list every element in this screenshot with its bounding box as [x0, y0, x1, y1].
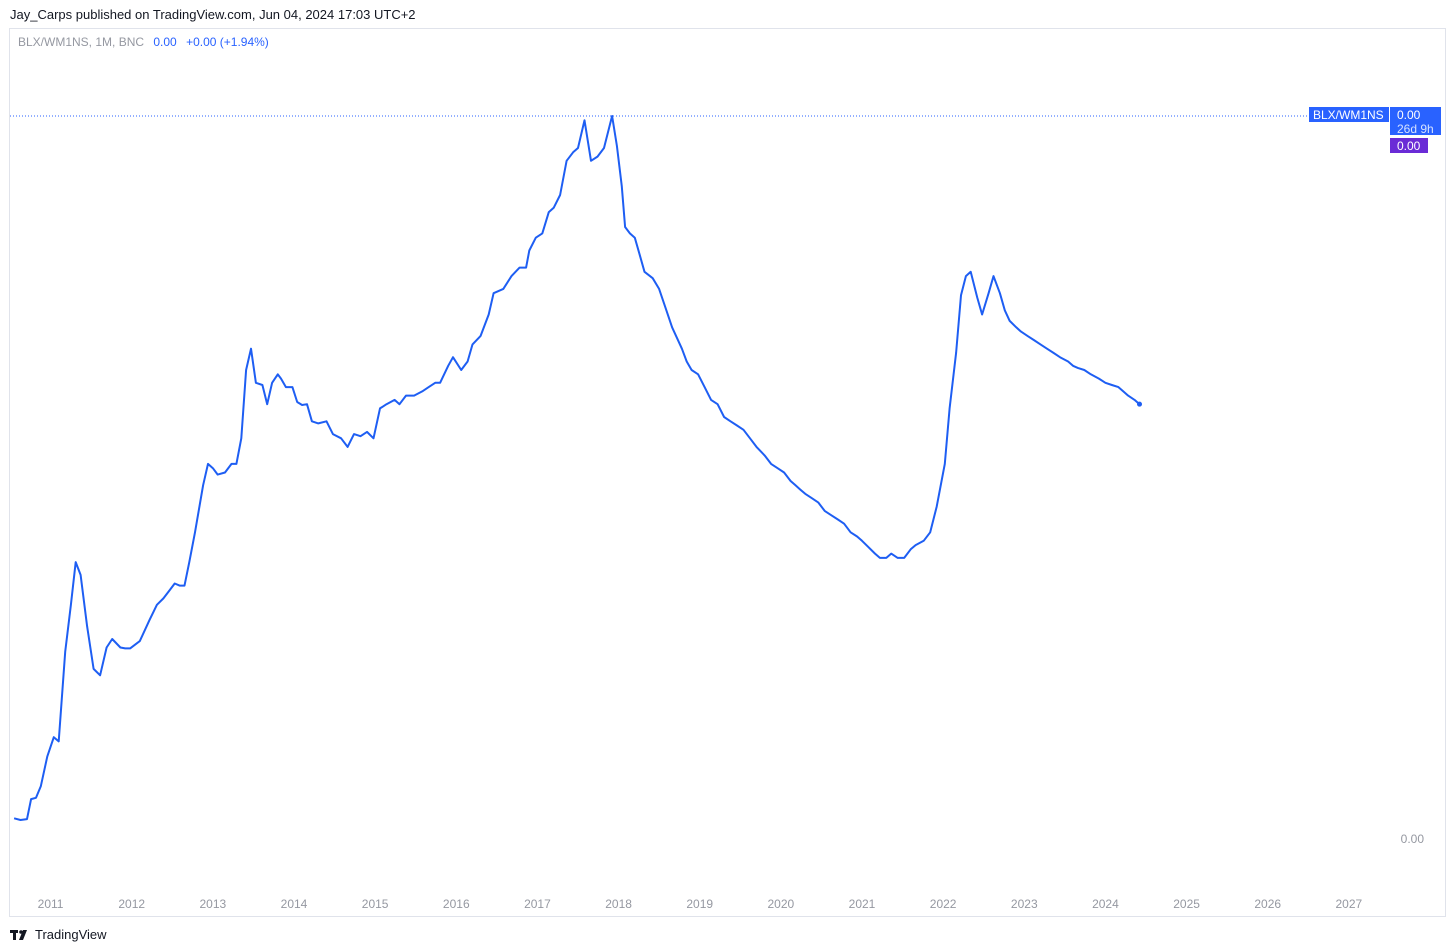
legend-change: +0.00 (+1.94%) [186, 35, 269, 49]
x-tick-label: 2014 [281, 897, 308, 911]
price-scale-label: 0.00 [1401, 832, 1425, 846]
legend-symbol: BLX/WM1NS, 1M, BNC [18, 35, 145, 49]
series-layer [13, 115, 1143, 821]
secondary-price-tag: 0.00 [1397, 139, 1421, 153]
x-tick-label: 2017 [524, 897, 551, 911]
footer-brand: TradingView [35, 927, 107, 942]
countdown-tag: 26d 9h [1397, 122, 1434, 136]
series-legend[interactable]: BLX/WM1NS, 1M, BNC 0.00 +0.00 (+1.94%) [18, 35, 269, 49]
x-tick-label: 2015 [362, 897, 389, 911]
chart-frame[interactable] [9, 28, 1446, 917]
publisher-line: Jay_Carps published on TradingView.com, … [10, 7, 416, 22]
x-tick-label: 2013 [200, 897, 227, 911]
symbol-tag-bg [1309, 107, 1389, 122]
x-tick-label: 2027 [1336, 897, 1363, 911]
x-tick-label: 2020 [768, 897, 795, 911]
x-tick-label: 2012 [118, 897, 145, 911]
footer[interactable]: TradingView [10, 927, 107, 942]
price-tag-bg [1390, 107, 1441, 135]
x-tick-label: 2021 [849, 897, 876, 911]
x-tick-label: 2022 [930, 897, 957, 911]
tradingview-logo-icon [10, 929, 27, 940]
x-tick-label: 2011 [38, 897, 64, 911]
legend-value: 0.00 [153, 35, 177, 49]
x-tick-label: 2026 [1254, 897, 1281, 911]
x-tick-label: 2018 [605, 897, 632, 911]
symbol-tag: BLX/WM1NS [1313, 108, 1384, 122]
secondary-tag-bg [1390, 138, 1428, 153]
x-tick-label: 2019 [686, 897, 713, 911]
price-tag: 0.00 [1397, 108, 1421, 122]
last-point-marker [1137, 401, 1143, 407]
time-axis[interactable]: 2011 2012 2013 2014 2015 2016 2017 2018 2019 2020… [38, 897, 1363, 911]
x-tick-label: 2025 [1173, 897, 1200, 911]
x-tick-label: 2016 [443, 897, 470, 911]
series-line[interactable] [13, 115, 1141, 821]
x-tick-label: 2023 [1011, 897, 1038, 911]
x-tick-label: 2024 [1092, 897, 1119, 911]
